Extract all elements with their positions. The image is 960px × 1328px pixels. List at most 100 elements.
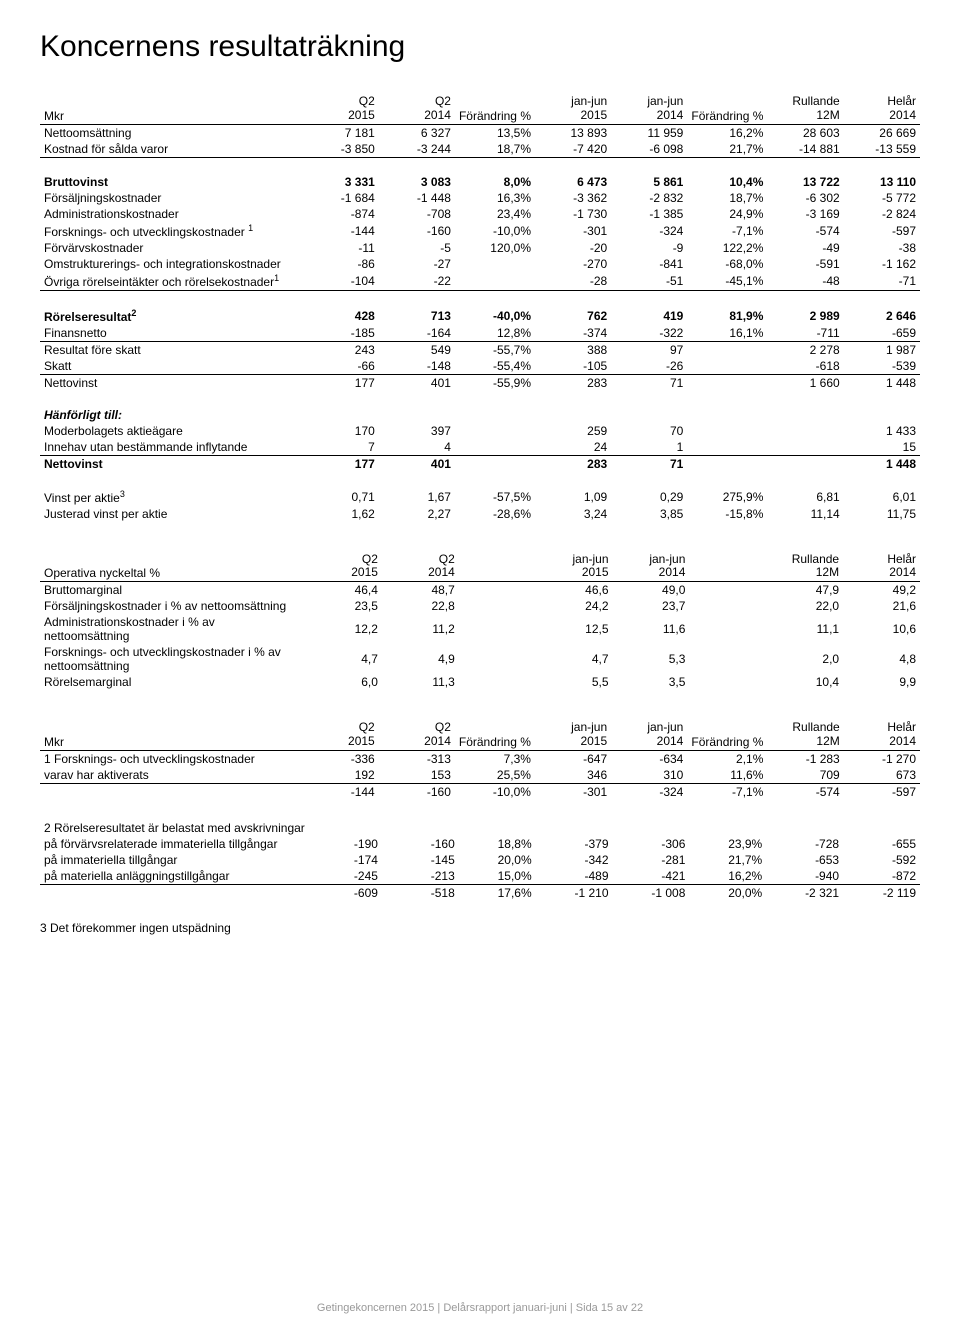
data-cell: -28 — [535, 272, 611, 291]
data-cell: -270 — [535, 256, 611, 272]
col-change-q: Förändring % — [455, 94, 535, 124]
row-label: på immateriella tillgångar — [40, 852, 305, 868]
data-cell: -160 — [382, 836, 459, 852]
data-cell: 177 — [303, 374, 379, 391]
col-rullande: Rullande12M — [767, 94, 843, 124]
page-footer: Getingekoncernen 2015 | Delårsrapport ja… — [40, 1302, 920, 1314]
footnote1-table: Mkr Q22015 Q22014 Förändring % jan-jun20… — [40, 720, 920, 800]
data-cell: 26 669 — [844, 124, 920, 141]
data-cell: 3 331 — [303, 174, 379, 190]
data-cell: 346 — [535, 767, 611, 784]
data-cell: -489 — [536, 868, 613, 885]
data-cell: -14 881 — [767, 141, 843, 158]
data-cell: -185 — [303, 325, 379, 342]
data-cell: 762 — [535, 307, 611, 325]
data-cell: 97 — [611, 341, 687, 358]
data-cell: 13 893 — [535, 124, 611, 141]
data-cell: -647 — [535, 750, 611, 767]
data-cell: 12,5 — [536, 614, 613, 644]
row-label: Övriga rörelseintäkter och rörelsekostna… — [40, 272, 303, 291]
data-cell: 24 — [535, 439, 611, 456]
superscript: 2 — [131, 308, 136, 318]
row-label: Bruttomarginal — [40, 582, 305, 599]
data-cell: 47,9 — [766, 582, 843, 599]
data-cell: 20,0% — [689, 884, 766, 901]
data-cell: 22,0 — [766, 598, 843, 614]
data-cell: -48 — [767, 272, 843, 291]
data-cell: 11,14 — [767, 506, 843, 522]
col-janjun-2014: jan-jun2014 — [613, 552, 690, 582]
data-cell: -144 — [303, 783, 379, 800]
data-cell: -609 — [305, 884, 382, 901]
data-cell — [535, 407, 611, 423]
data-cell — [689, 674, 766, 690]
col-janjun-2015: jan-jun2015 — [535, 94, 611, 124]
data-cell: 2,1% — [687, 750, 767, 767]
row-label: Förvärvskostnader — [40, 240, 303, 256]
data-cell: 16,2% — [687, 124, 767, 141]
data-cell: 12,8% — [455, 325, 535, 342]
data-cell — [459, 644, 536, 674]
data-cell: 1 — [611, 439, 687, 456]
data-cell: -1 283 — [767, 750, 843, 767]
data-cell: -342 — [536, 852, 613, 868]
table-row: varav har aktiverats19215325,5%34631011,… — [40, 767, 920, 784]
data-cell: -841 — [611, 256, 687, 272]
data-cell: -9 — [611, 240, 687, 256]
data-cell: 3,85 — [611, 506, 687, 522]
data-cell — [455, 256, 535, 272]
row-label: Försäljningskostnader i % av nettoomsätt… — [40, 598, 305, 614]
data-cell — [455, 272, 535, 291]
data-cell: 397 — [379, 423, 455, 439]
data-cell: -597 — [844, 222, 920, 240]
data-cell: -940 — [766, 868, 843, 885]
row-label: Hänförligt till: — [40, 407, 303, 423]
data-cell: 2 646 — [844, 307, 920, 325]
data-cell: 46,6 — [536, 582, 613, 599]
data-cell: 0,29 — [611, 488, 687, 506]
header-row: Operativa nyckeltal % Q22015 Q22014 jan-… — [40, 552, 920, 582]
col-label: Mkr — [40, 94, 303, 124]
col-janjun-2014: jan-jun2014 — [611, 94, 687, 124]
data-cell: 15 — [844, 439, 920, 456]
data-cell: 11,1 — [766, 614, 843, 644]
row-label: Moderbolagets aktieägare — [40, 423, 303, 439]
data-cell: -2 321 — [766, 884, 843, 901]
row-label: Rörelseresultat2 — [40, 307, 303, 325]
col-q2-2015: Q22015 — [305, 552, 382, 582]
data-cell: 23,9% — [689, 836, 766, 852]
data-cell — [689, 644, 766, 674]
data-cell — [687, 407, 767, 423]
data-cell: 713 — [379, 307, 455, 325]
data-cell: -40,0% — [455, 307, 535, 325]
col-q2-2014: Q22014 — [379, 94, 455, 124]
data-cell: -1 448 — [379, 190, 455, 206]
data-cell: -7,1% — [687, 783, 767, 800]
header-row: Mkr Q22015 Q22014 Förändring % jan-jun20… — [40, 720, 920, 750]
data-cell: 5,5 — [536, 674, 613, 690]
data-cell: 24,2 — [536, 598, 613, 614]
data-cell — [459, 598, 536, 614]
footnote2-intro: 2 Rörelseresultatet är belastat med avsk… — [40, 820, 920, 836]
data-cell: 283 — [535, 455, 611, 472]
data-cell — [687, 423, 767, 439]
row-label: Försäljningskostnader — [40, 190, 303, 206]
data-cell: 6,81 — [767, 488, 843, 506]
row-label: Bruttovinst — [40, 174, 303, 190]
col-q2-2014: Q22014 — [379, 720, 455, 750]
data-cell: 17,6% — [459, 884, 536, 901]
data-cell: -245 — [305, 868, 382, 885]
data-cell: 7 — [303, 439, 379, 456]
col-helar: Helår2014 — [844, 720, 920, 750]
data-cell: -10,0% — [455, 222, 535, 240]
footnote2-table: 2 Rörelseresultatet är belastat med avsk… — [40, 820, 920, 901]
data-cell — [844, 407, 920, 423]
data-cell: -874 — [303, 206, 379, 222]
table-row — [40, 391, 920, 407]
data-cell: -5 772 — [844, 190, 920, 206]
data-cell: -11 — [303, 240, 379, 256]
data-cell: 71 — [611, 455, 687, 472]
data-cell — [767, 423, 843, 439]
data-cell: -45,1% — [687, 272, 767, 291]
data-cell: 23,5 — [305, 598, 382, 614]
